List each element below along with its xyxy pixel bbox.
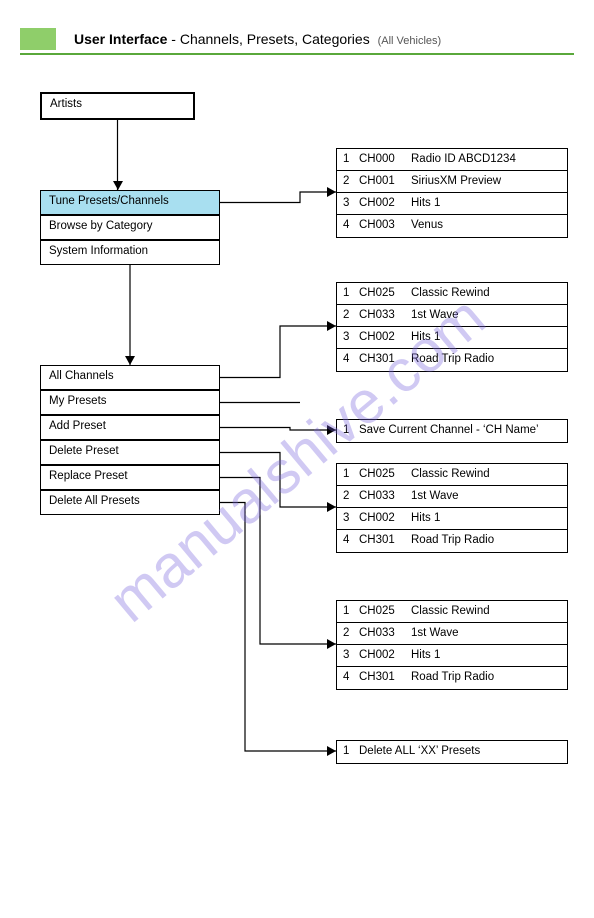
arrowhead [327, 321, 336, 331]
arrowhead [327, 187, 336, 197]
arrowhead [125, 356, 135, 365]
connector-layer [0, 0, 594, 918]
arrowhead [327, 746, 336, 756]
arrowhead [327, 502, 336, 512]
arrowhead [327, 639, 336, 649]
arrowhead [327, 425, 336, 435]
arrowhead [113, 181, 123, 190]
